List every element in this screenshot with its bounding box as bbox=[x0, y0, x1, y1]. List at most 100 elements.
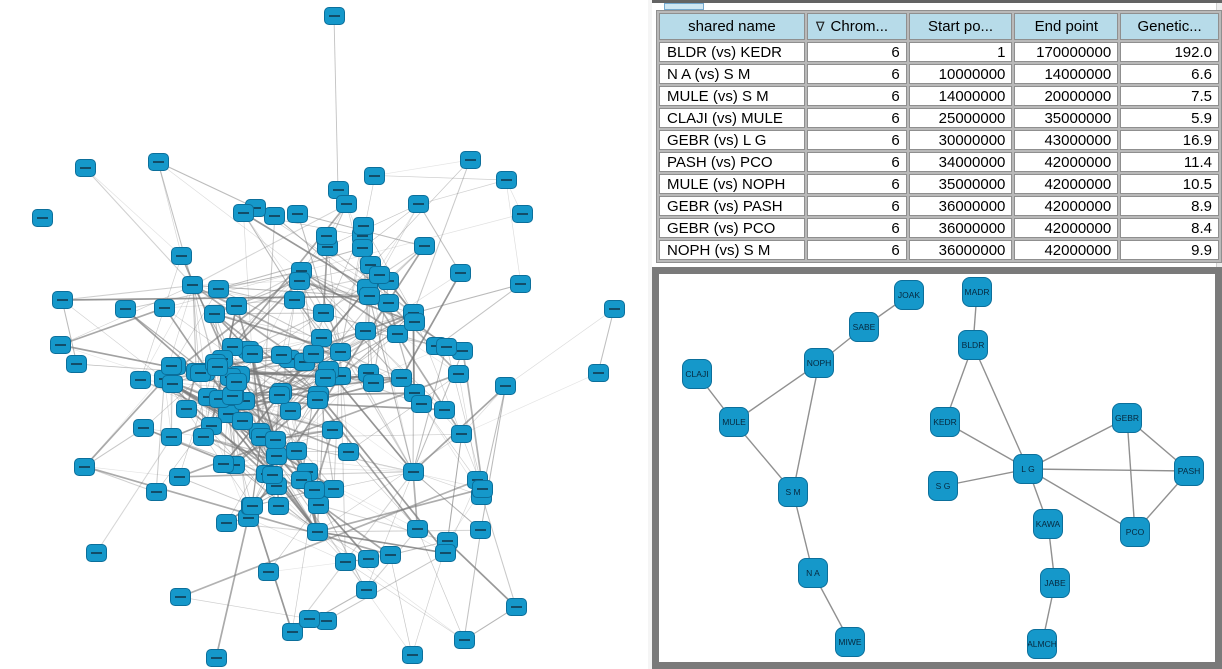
node-sg[interactable]: S G bbox=[928, 471, 958, 501]
table-cell[interactable]: 43000000 bbox=[1014, 130, 1119, 150]
table-cell[interactable]: MULE (vs) NOPH bbox=[659, 174, 805, 194]
network-node[interactable] bbox=[434, 400, 456, 419]
column-header-chromosome[interactable]: ∇ Chrom... bbox=[806, 13, 907, 40]
network-node[interactable] bbox=[31, 209, 53, 227]
network-node[interactable] bbox=[495, 171, 517, 189]
network-node[interactable] bbox=[334, 552, 356, 571]
network-edge[interactable] bbox=[792, 362, 820, 493]
network-node[interactable] bbox=[281, 623, 303, 641]
network-node[interactable] bbox=[336, 195, 358, 214]
network-node[interactable] bbox=[231, 412, 253, 431]
table-tab[interactable] bbox=[664, 3, 704, 10]
table-cell[interactable]: NOPH (vs) S M bbox=[659, 240, 805, 260]
network-node[interactable] bbox=[85, 544, 107, 562]
network-node[interactable] bbox=[362, 373, 384, 392]
network-node[interactable] bbox=[206, 357, 228, 376]
network-node[interactable] bbox=[369, 265, 391, 284]
table-cell[interactable]: 6 bbox=[806, 174, 907, 194]
network-node[interactable] bbox=[262, 466, 284, 485]
network-node[interactable] bbox=[406, 519, 428, 538]
node-mule[interactable]: MULE bbox=[719, 407, 749, 437]
table-cell[interactable]: 30000000 bbox=[908, 130, 1013, 150]
network-node[interactable] bbox=[307, 522, 329, 541]
network-edge[interactable] bbox=[972, 344, 1029, 470]
table-cell[interactable]: GEBR (vs) PCO bbox=[659, 218, 805, 238]
network-node[interactable] bbox=[322, 420, 344, 439]
network-node[interactable] bbox=[587, 364, 609, 382]
node-lg[interactable]: L G bbox=[1013, 454, 1043, 484]
network-node[interactable] bbox=[353, 216, 375, 235]
node-na[interactable]: N A bbox=[798, 558, 828, 588]
node-pash[interactable]: PASH bbox=[1174, 456, 1204, 486]
network-node[interactable] bbox=[169, 588, 191, 606]
table-cell[interactable]: 192.0 bbox=[1120, 42, 1219, 62]
table-cell[interactable]: 8.9 bbox=[1120, 196, 1219, 216]
network-node[interactable] bbox=[74, 457, 96, 476]
table-cell[interactable]: 42000000 bbox=[1014, 196, 1119, 216]
column-header-end-point[interactable]: End point bbox=[1014, 13, 1119, 40]
table-row[interactable]: MULE (vs) S M 6 14000000 20000000 7.5 bbox=[659, 86, 1219, 106]
table-cell[interactable]: 16.9 bbox=[1120, 130, 1219, 150]
node-kawa[interactable]: KAWA bbox=[1033, 509, 1063, 539]
table-cell[interactable]: 6 bbox=[806, 240, 907, 260]
column-header-genetic[interactable]: Genetic... bbox=[1120, 13, 1219, 40]
network-node[interactable] bbox=[449, 264, 471, 283]
network-node[interactable] bbox=[232, 203, 254, 222]
network-node[interactable] bbox=[168, 467, 190, 486]
table-cell[interactable]: 7.5 bbox=[1120, 86, 1219, 106]
table-row[interactable]: BLDR (vs) KEDR 6 1 170000000 192.0 bbox=[659, 42, 1219, 62]
table-cell[interactable]: 6 bbox=[806, 42, 907, 62]
table-row[interactable]: N A (vs) S M 6 10000000 14000000 6.6 bbox=[659, 64, 1219, 84]
table-row[interactable]: GEBR (vs) L G 6 30000000 43000000 16.9 bbox=[659, 130, 1219, 150]
table-cell[interactable]: 11.4 bbox=[1120, 152, 1219, 172]
network-node[interactable] bbox=[284, 291, 306, 310]
table-row[interactable]: MULE (vs) NOPH 6 35000000 42000000 10.5 bbox=[659, 174, 1219, 194]
network-node[interactable] bbox=[133, 419, 155, 438]
network-edge[interactable] bbox=[1027, 468, 1136, 533]
network-node[interactable] bbox=[314, 368, 336, 387]
column-header-shared-name[interactable]: shared name bbox=[659, 13, 805, 40]
table-cell[interactable]: PASH (vs) PCO bbox=[659, 152, 805, 172]
table-row[interactable]: GEBR (vs) PCO 6 36000000 42000000 8.4 bbox=[659, 218, 1219, 238]
table-cell[interactable]: MULE (vs) S M bbox=[659, 86, 805, 106]
table-cell[interactable]: 42000000 bbox=[1014, 240, 1119, 260]
network-node[interactable] bbox=[175, 400, 197, 419]
table-cell[interactable]: 5.9 bbox=[1120, 108, 1219, 128]
network-node[interactable] bbox=[287, 204, 309, 223]
node-sabe[interactable]: SABE bbox=[849, 312, 879, 342]
table-cell[interactable]: 1 bbox=[908, 42, 1013, 62]
network-node[interactable] bbox=[337, 442, 359, 461]
network-node[interactable] bbox=[505, 598, 527, 616]
network-node[interactable] bbox=[241, 344, 263, 363]
network-node[interactable] bbox=[264, 207, 286, 226]
network-node[interactable] bbox=[355, 581, 377, 599]
network-node[interactable] bbox=[351, 239, 373, 258]
network-node[interactable] bbox=[307, 390, 329, 409]
overview-network-canvas[interactable]: JOAK MADR SABE BLDR NOPH CLAJI MULE KEDR GEBR L G… bbox=[659, 274, 1215, 662]
node-gebr[interactable]: GEBR bbox=[1112, 403, 1142, 433]
table-cell[interactable]: 6 bbox=[806, 152, 907, 172]
network-node[interactable] bbox=[323, 479, 345, 498]
network-node[interactable] bbox=[264, 430, 286, 449]
network-node[interactable] bbox=[171, 246, 193, 265]
network-node[interactable] bbox=[358, 550, 380, 569]
table-cell[interactable]: 6 bbox=[806, 130, 907, 150]
node-joak[interactable]: JOAK bbox=[894, 280, 924, 310]
table-cell[interactable]: 20000000 bbox=[1014, 86, 1119, 106]
network-node[interactable] bbox=[257, 563, 279, 582]
table-cell[interactable]: 42000000 bbox=[1014, 152, 1119, 172]
network-node[interactable] bbox=[510, 275, 532, 294]
network-node[interactable] bbox=[193, 427, 215, 446]
network-node[interactable] bbox=[285, 442, 307, 461]
network-node[interactable] bbox=[215, 514, 237, 533]
network-node[interactable] bbox=[511, 205, 533, 223]
table-row[interactable]: NOPH (vs) S M 6 36000000 42000000 9.9 bbox=[659, 240, 1219, 260]
network-node[interactable] bbox=[312, 304, 334, 323]
table-cell[interactable]: 6 bbox=[806, 218, 907, 238]
network-node[interactable] bbox=[451, 425, 473, 444]
table-cell[interactable]: 6 bbox=[806, 86, 907, 106]
network-node[interactable] bbox=[358, 287, 380, 306]
network-node[interactable] bbox=[269, 386, 291, 405]
network-edge[interactable] bbox=[1027, 417, 1128, 470]
table-cell[interactable]: 8.4 bbox=[1120, 218, 1219, 238]
